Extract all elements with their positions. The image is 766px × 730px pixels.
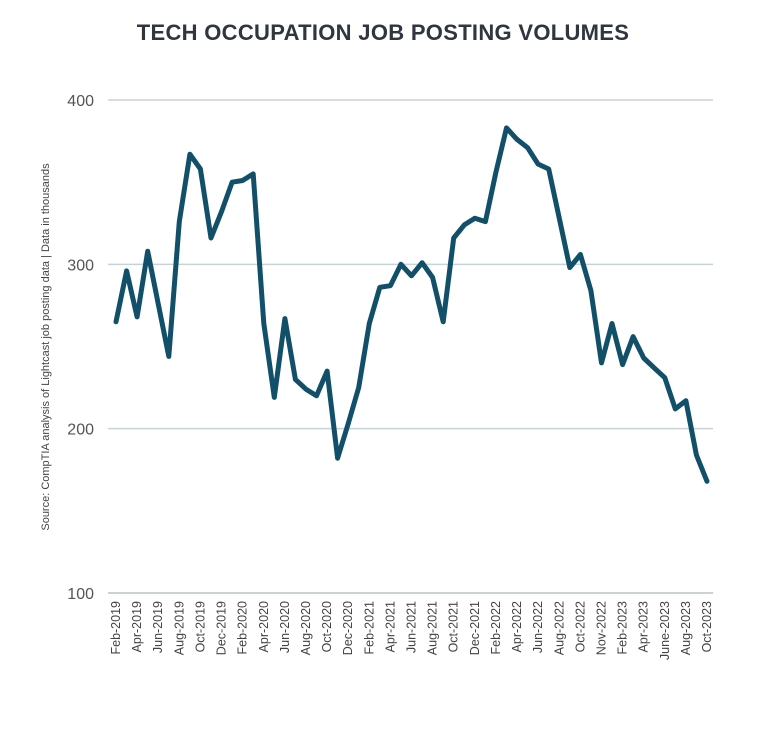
x-tick-label: Aug-2023	[679, 601, 693, 655]
x-tick-label: Jun-2022	[531, 601, 545, 653]
x-tick-label: Feb-2020	[236, 601, 250, 655]
x-tick-label: Apr-2021	[383, 601, 397, 652]
x-tick-label: Feb-2019	[109, 601, 123, 655]
x-tick-label: Feb-2023	[616, 601, 630, 655]
series-line-layer	[113, 125, 710, 484]
x-tick-label: Oct-2019	[193, 601, 207, 652]
x-tick-label: Jun-2020	[278, 601, 292, 653]
x-tick-label: Feb-2021	[362, 601, 376, 655]
x-tick-label: Aug-2019	[172, 601, 186, 655]
y-tick-label: 400	[67, 93, 94, 110]
x-tick-label: Aug-2022	[552, 601, 566, 655]
x-tick-label: Jun-2021	[405, 601, 419, 653]
chart-title: TECH OCCUPATION JOB POSTING VOLUMES	[136, 20, 630, 45]
x-tick-label: Dec-2019	[215, 601, 229, 655]
x-tick-label: June-2023	[658, 601, 672, 660]
gridlines	[108, 99, 713, 594]
y-tick-label: 200	[67, 422, 94, 439]
x-tick-label: Oct-2021	[447, 601, 461, 652]
x-tick-label: Oct-2022	[573, 601, 587, 652]
y-tick-label: 100	[67, 586, 94, 603]
x-tick-label: Dec-2020	[341, 601, 355, 655]
x-tick-label: Aug-2020	[299, 601, 313, 655]
y-tick-label: 300	[67, 257, 94, 274]
x-tick-label: Nov-2022	[595, 601, 609, 655]
x-tick-label: Apr-2023	[637, 601, 651, 652]
x-tick-label: Dec-2021	[468, 601, 482, 655]
x-tick-label: Feb-2022	[489, 601, 503, 655]
x-tick-label: Apr-2020	[257, 601, 271, 652]
x-tick-label: Aug-2021	[426, 601, 440, 655]
x-tick-label: Apr-2022	[510, 601, 524, 652]
source-note: Source: CompTIA analysis of Lightcast jo…	[40, 163, 52, 531]
x-axis-ticks: Feb-2019 Apr-2019 Jun-2019 Aug-2019 Oct-2019…	[109, 601, 714, 660]
x-tick-label: Apr-2019	[130, 601, 144, 652]
x-tick-label: Oct-2020	[320, 601, 334, 652]
x-tick-label: Oct-2023	[700, 601, 714, 652]
x-tick-label: Jun-2019	[151, 601, 165, 653]
series-line	[113, 125, 710, 484]
y-axis-ticks: 100 200 300 400	[67, 93, 94, 603]
